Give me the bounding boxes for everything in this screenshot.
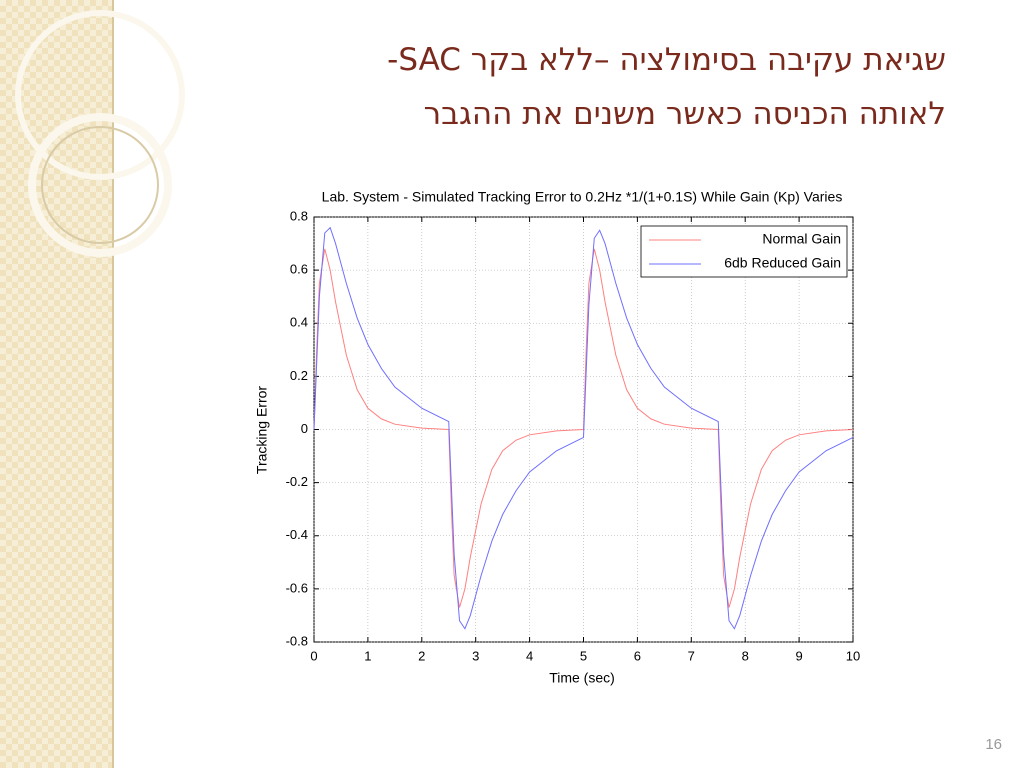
slide-title: שגיאת עקיבה בסימולציה –ללא בקר SAC- — [387, 42, 946, 78]
legend-label: Normal Gain — [762, 231, 841, 247]
y-tick-label: 0.6 — [290, 262, 308, 277]
x-tick-label: 2 — [418, 648, 425, 663]
x-tick-label: 5 — [580, 648, 587, 663]
x-tick-label: 0 — [310, 648, 317, 663]
x-tick-label: 4 — [526, 648, 533, 663]
legend-label: 6db Reduced Gain — [724, 255, 841, 271]
x-axis-label: Time (sec) — [549, 670, 615, 686]
legend-box — [640, 225, 848, 278]
data-line — [313, 226, 854, 630]
y-tick-label: -0.4 — [286, 527, 308, 542]
y-axis-label: Tracking Error — [254, 386, 270, 475]
slide-title: לאותה הכניסה כאשר משנים את ההגבר — [423, 96, 946, 132]
x-tick-label: 10 — [846, 648, 860, 663]
x-tick-label: 9 — [795, 648, 802, 663]
x-tick-label: 1 — [364, 648, 371, 663]
x-tick-label: 6 — [634, 648, 641, 663]
x-tick-label: 3 — [472, 648, 479, 663]
chart-title: Lab. System - Simulated Tracking Error t… — [322, 189, 843, 205]
y-tick-label: -0.6 — [286, 580, 308, 595]
y-tick-label: 0.8 — [290, 208, 308, 223]
x-tick-label: 7 — [688, 648, 695, 663]
x-tick-label: 8 — [742, 648, 749, 663]
y-tick-label: 0.2 — [290, 368, 308, 383]
y-tick-label: -0.2 — [286, 474, 308, 489]
page-number: 16 — [985, 736, 1002, 753]
y-tick-label: 0 — [301, 421, 308, 436]
y-tick-label: 0.4 — [290, 315, 308, 330]
y-tick-label: -0.8 — [286, 633, 308, 648]
